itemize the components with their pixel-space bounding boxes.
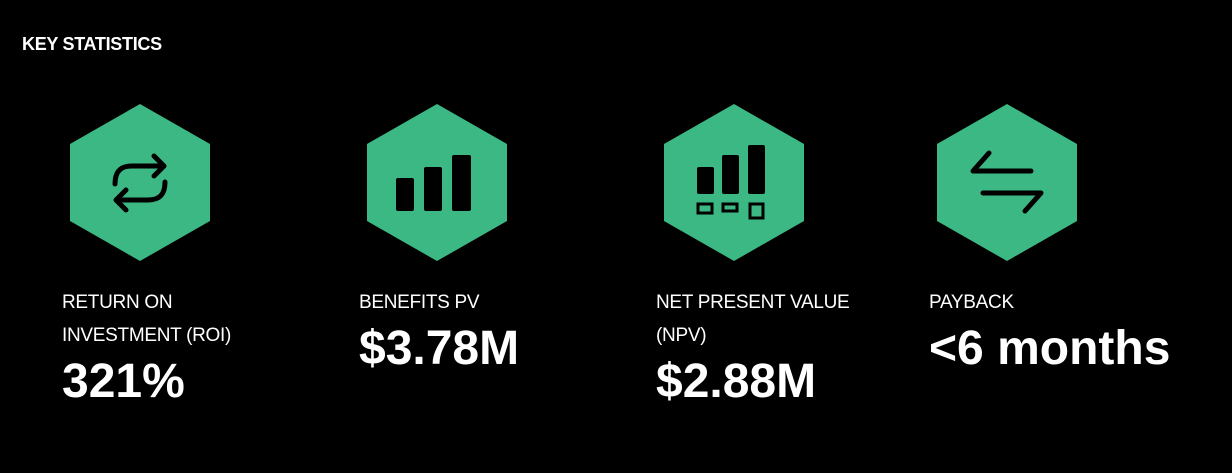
npv-icon [664, 104, 804, 261]
payback-icon [937, 104, 1077, 261]
stat-benefits: BENEFITS PV $3.78M [359, 286, 599, 377]
benefits-icon [367, 104, 507, 261]
stat-roi: RETURN ON INVESTMENT (ROI) 321% [62, 286, 262, 410]
section-title: KEY STATISTICS [22, 34, 162, 54]
stat-value: $2.88M [656, 355, 817, 408]
stat-value: 321% [62, 355, 185, 408]
stat-value: $3.78M [359, 322, 520, 375]
stat-label: PAYBACK [929, 292, 1014, 313]
stat-label: NET PRESENT VALUE (NPV) [656, 292, 850, 346]
stat-payback: PAYBACK <6 months [929, 286, 1229, 377]
stat-npv: NET PRESENT VALUE (NPV) $2.88M [656, 286, 881, 410]
stat-label: RETURN ON INVESTMENT (ROI) [62, 292, 232, 346]
stat-label: BENEFITS PV [359, 292, 480, 313]
stat-value: <6 months [929, 322, 1171, 375]
roi-icon [70, 104, 210, 261]
